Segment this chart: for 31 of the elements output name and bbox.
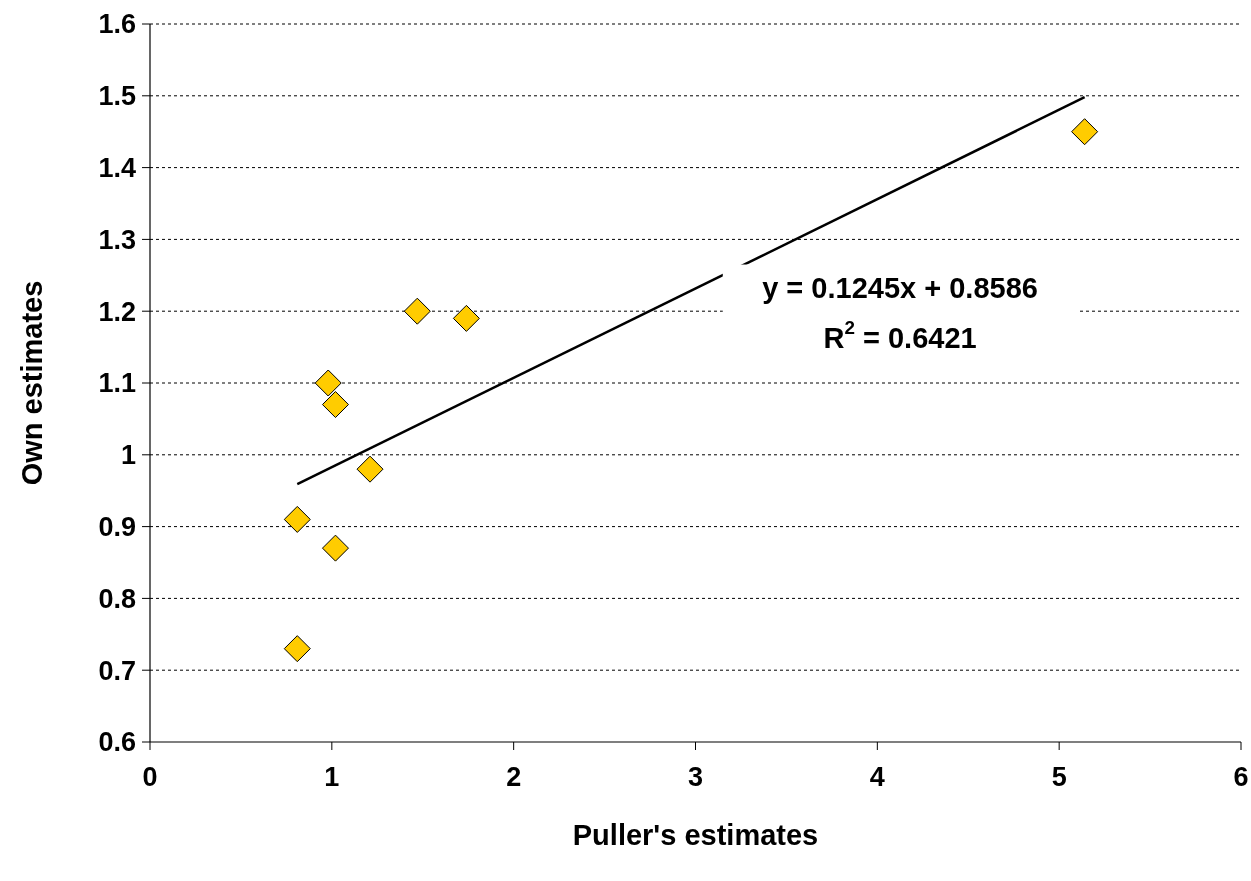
point xyxy=(452,304,480,332)
y-tick-label: 1 xyxy=(120,440,136,471)
annotation: R$^{2}$ = 0.6421 xyxy=(823,317,977,354)
point xyxy=(356,455,384,483)
point xyxy=(321,391,349,419)
point xyxy=(403,297,431,325)
y-tick-label: 1.3 xyxy=(98,224,136,255)
y-tick-label: 0.7 xyxy=(98,655,136,686)
y-axis-title: Own estimates xyxy=(16,280,48,486)
x-axis-title: Puller's estimates xyxy=(572,819,819,851)
y-tick-label: 1.1 xyxy=(98,368,136,399)
y-tick-label: 0.8 xyxy=(98,583,136,614)
x-tick-label: 2 xyxy=(506,762,522,792)
x-tick-label: 0 xyxy=(142,762,158,792)
y-tick-label: 1.2 xyxy=(98,296,136,327)
point xyxy=(314,369,342,397)
y-tick-label: 0.9 xyxy=(98,512,136,543)
point xyxy=(283,505,311,533)
x-tick-label: 1 xyxy=(324,762,340,792)
annotation: y = 0.1245x + 0.8586 xyxy=(762,271,1038,304)
x-tick-label: 4 xyxy=(869,762,885,792)
y-tick-label: 0.6 xyxy=(98,727,136,758)
y-tick-label: 1.4 xyxy=(98,153,136,184)
y-tick-label: 1.6 xyxy=(98,9,136,40)
point xyxy=(321,534,349,562)
x-tick-label: 5 xyxy=(1051,762,1067,792)
y-tick-label: 1.5 xyxy=(98,81,136,112)
point xyxy=(1071,118,1099,146)
x-tick-label: 6 xyxy=(1233,762,1249,792)
point xyxy=(283,635,311,663)
x-tick-label: 3 xyxy=(687,762,704,792)
